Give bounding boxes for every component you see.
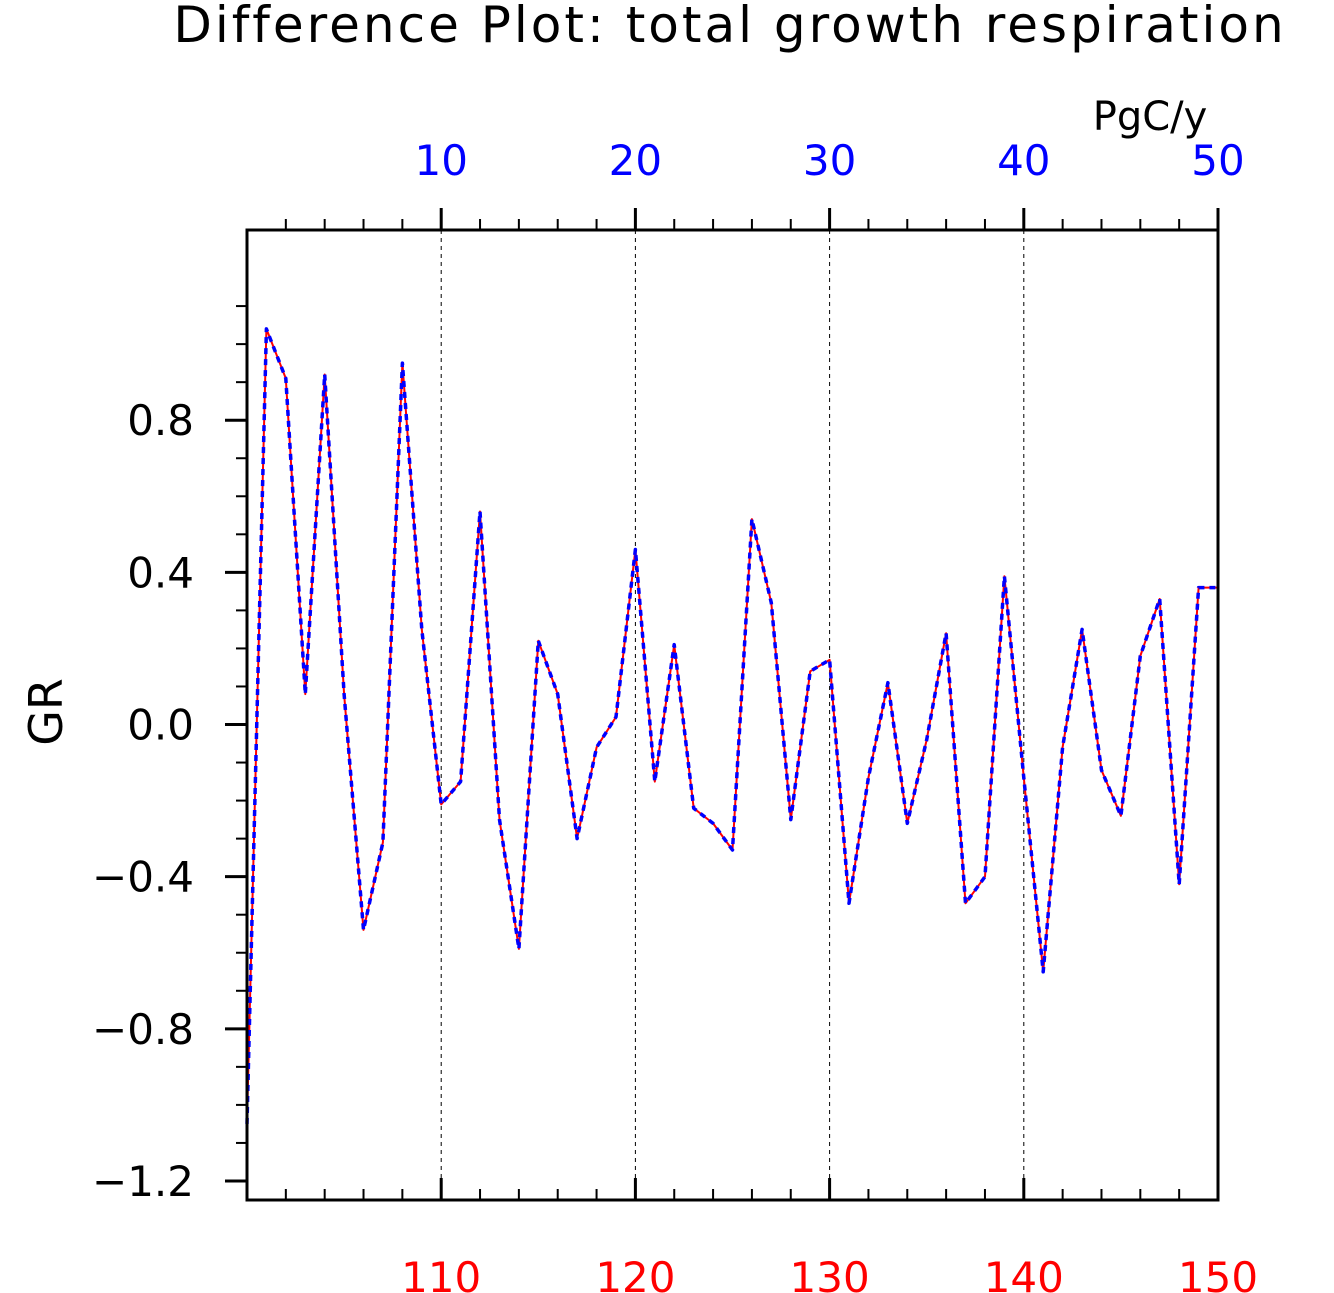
units-label: PgC/y [1093,94,1208,140]
plot-frame [245,228,1220,1202]
solid-series-line [246,327,1218,1124]
x-top-tick-label: 20 [609,136,662,185]
x-bottom-tick-label: 120 [595,1253,675,1293]
x-top-tick-label: 50 [1191,136,1244,185]
x-top-tick-label: 30 [803,136,856,185]
axes: 110 120 130 140 150 10 20 30 40 50 0.8 0.4 0.0 −0.4 −0… [92,136,1258,1293]
chart-title: Difference Plot: total growth respiratio… [173,0,1286,54]
y-tick-label: 0.0 [127,701,194,750]
y-tick-label: 0.4 [127,548,194,597]
series-lines [245,327,1218,1124]
x-top-tick-label: 40 [997,136,1050,185]
x-top-tick-label: 10 [414,136,467,185]
y-tick-label: −0.8 [92,1005,194,1054]
y-tick-label: 0.8 [127,396,194,445]
x-bottom-tick-label: 110 [401,1253,481,1293]
x-bottom-tick-label: 150 [1178,1253,1258,1293]
vertical-grid-lines [440,230,1025,1200]
x-bottom-tick-label: 140 [984,1253,1064,1293]
y-tick-label: −0.4 [92,853,194,902]
y-tick-label: −1.2 [92,1157,194,1206]
dashed-series-line [245,327,1218,1124]
y-axis-label: GR [19,678,73,746]
x-bottom-tick-label: 130 [790,1253,870,1293]
